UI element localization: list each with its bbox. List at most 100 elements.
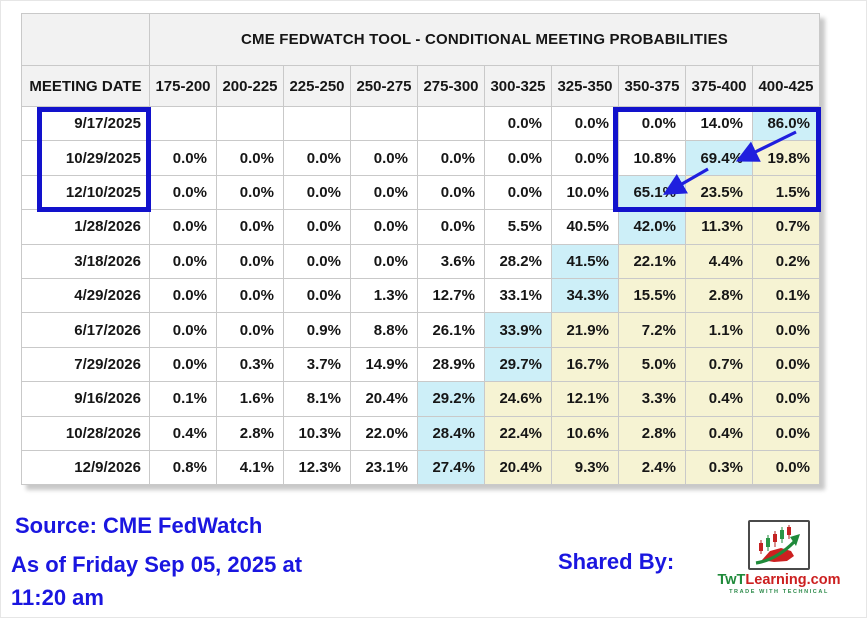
probability-cell: 0.0% [283, 243, 351, 279]
probability-cell: 12.1% [551, 381, 619, 417]
probability-cell: 2.8% [618, 415, 686, 451]
table-row: 12/10/2025 0.0% 0.0% 0.0% 0.0% 0.0% 0.0% 10.0% 6… [21, 174, 820, 211]
probability-cell: 33.1% [484, 277, 552, 314]
rate-range-header: 400-425 [752, 65, 820, 107]
probability-cell: 16.7% [551, 346, 619, 383]
rate-range-header: 375-400 [685, 65, 753, 107]
probability-cell: 0.0% [752, 381, 820, 417]
probability-cell: 28.4% [417, 415, 485, 451]
table-row: 10/28/2026 0.4% 2.8% 10.3% 22.0% 28.4% 22.4% 10… [21, 415, 820, 451]
asof-text-line1: As of Friday Sep 05, 2025 at [11, 552, 303, 577]
probability-cell: 7.2% [618, 312, 686, 348]
probability-cell: 0.0% [283, 174, 351, 211]
probability-cell: 29.7% [484, 346, 552, 383]
probability-cell: 0.0% [216, 312, 284, 348]
probability-cell: 10.6% [551, 415, 619, 451]
probability-cell: 0.1% [149, 381, 217, 417]
probability-cell: 27.4% [417, 449, 485, 486]
probability-cell: 11.3% [685, 209, 753, 245]
twtlearning-logo: TwTLearning.com TRADE WITH TECHNICAL [701, 520, 857, 595]
rate-range-header: 250-275 [350, 65, 418, 107]
probability-cell: 0.0% [350, 174, 418, 211]
logo-image [748, 520, 810, 570]
probability-cell: 28.9% [417, 346, 485, 383]
probability-cell: 41.5% [551, 243, 619, 279]
meeting-date-cell: 9/16/2026 [21, 381, 150, 417]
probability-cell: 0.0% [551, 105, 619, 142]
probability-cell: 0.0% [350, 209, 418, 245]
highlight-box-dates [37, 107, 151, 212]
rate-range-header: 350-375 [618, 65, 686, 107]
probability-cell: 0.0% [417, 174, 485, 211]
probability-cell: 0.0% [283, 209, 351, 245]
probability-cell [417, 105, 485, 142]
probability-cell: 42.0% [618, 209, 686, 245]
probability-cell [283, 105, 351, 142]
probability-cell: 5.5% [484, 209, 552, 245]
fedwatch-probability-table: CME FEDWATCH TOOL - CONDITIONAL MEETING … [21, 13, 820, 486]
probability-cell: 0.0% [216, 174, 284, 211]
probability-cell: 0.3% [216, 346, 284, 383]
probability-cell: 4.1% [216, 449, 284, 486]
table-row: 6/17/2026 0.0% 0.0% 0.9% 8.8% 26.1% 33.9% 21.9%… [21, 312, 820, 348]
meeting-date-cell: 4/29/2026 [21, 277, 150, 314]
probability-cell: 0.3% [685, 449, 753, 486]
probability-cell: 0.0% [149, 312, 217, 348]
rate-range-header: 275-300 [417, 65, 485, 107]
meeting-date-cell: 7/29/2026 [21, 346, 150, 383]
probability-cell: 23.1% [350, 449, 418, 486]
probability-cell: 9.3% [551, 449, 619, 486]
probability-cell: 0.0% [149, 140, 217, 176]
rate-range-header: 200-225 [216, 65, 284, 107]
probability-cell: 0.4% [685, 415, 753, 451]
probability-cell: 1.3% [350, 277, 418, 314]
table-row: 12/9/2026 0.8% 4.1% 12.3% 23.1% 27.4% 20.4% 9.3… [21, 449, 820, 486]
probability-cell: 0.0% [216, 140, 284, 176]
probability-cell [350, 105, 418, 142]
table-row: 3/18/2026 0.0% 0.0% 0.0% 0.0% 3.6% 28.2% 41.5% 2… [21, 243, 820, 279]
probability-cell: 0.1% [752, 277, 820, 314]
source-text: Source: CME FedWatch [15, 513, 263, 538]
probability-cell: 0.0% [283, 277, 351, 314]
probability-cell: 1.5% [752, 174, 820, 211]
probability-cell: 0.0% [484, 174, 552, 211]
probability-cell: 24.6% [484, 381, 552, 417]
probability-cell: 33.9% [484, 312, 552, 348]
probability-cell: 0.0% [752, 449, 820, 486]
probability-cell: 29.2% [417, 381, 485, 417]
probability-cell: 0.7% [685, 346, 753, 383]
probability-cell: 0.2% [752, 243, 820, 279]
logo-name: TwTLearning.com [701, 572, 857, 588]
meeting-date-header: MEETING DATE [21, 65, 150, 107]
probability-cell: 20.4% [484, 449, 552, 486]
probability-cell: 2.8% [216, 415, 284, 451]
rate-range-header: 225-250 [283, 65, 351, 107]
probability-cell: 1.6% [216, 381, 284, 417]
table-row: 7/29/2026 0.0% 0.3% 3.7% 14.9% 28.9% 29.7% 16.7… [21, 346, 820, 383]
probability-cell: 0.0% [149, 277, 217, 314]
table-title: CME FEDWATCH TOOL - CONDITIONAL MEETING … [149, 13, 820, 66]
probability-cell: 0.0% [216, 243, 284, 279]
meeting-date-cell: 12/9/2026 [21, 449, 150, 486]
probability-cell: 0.7% [752, 209, 820, 245]
meeting-date-cell: 10/29/2025 [21, 140, 150, 176]
meeting-date-cell: 12/10/2025 [21, 174, 150, 211]
probability-cell: 10.3% [283, 415, 351, 451]
probability-cell: 8.8% [350, 312, 418, 348]
asof-text-line2: 11:20 am [11, 585, 104, 610]
probability-cell: 22.4% [484, 415, 552, 451]
probability-cell: 3.6% [417, 243, 485, 279]
corner-cell [21, 13, 150, 66]
probability-cell: 14.9% [350, 346, 418, 383]
probability-cell: 4.4% [685, 243, 753, 279]
rate-range-header: 325-350 [551, 65, 619, 107]
probability-cell: 0.0% [216, 209, 284, 245]
probability-cell [149, 105, 217, 142]
probability-cell: 0.0% [283, 140, 351, 176]
meeting-date-cell: 1/28/2026 [21, 209, 150, 245]
probability-cell: 0.0% [752, 415, 820, 451]
logo-name-green: TwT [717, 572, 746, 588]
rate-range-header: 175-200 [149, 65, 217, 107]
logo-name-red: Learning.com [745, 572, 841, 588]
